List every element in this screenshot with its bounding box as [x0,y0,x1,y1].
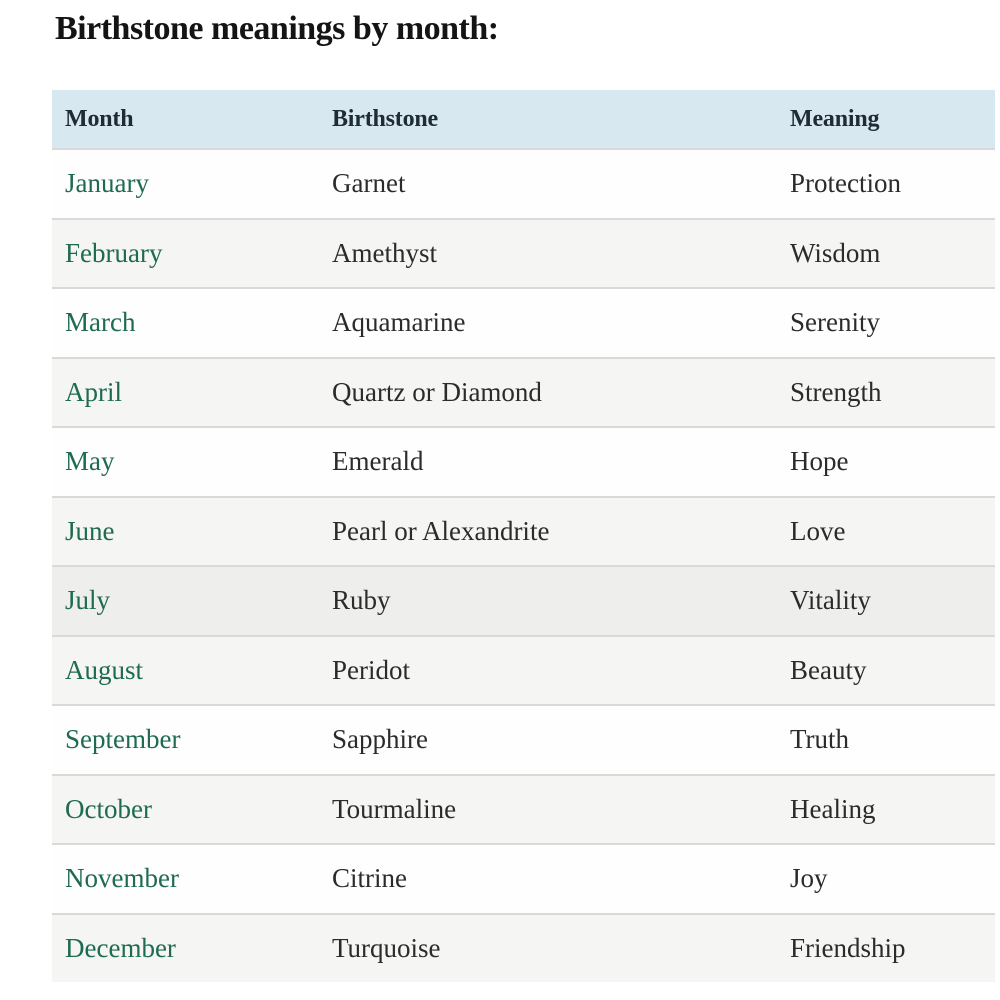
table-row-february: February Amethyst Wisdom [52,217,995,287]
month-cell: September [65,724,181,755]
meaning-cell: Healing [790,793,876,824]
meaning-cell: Truth [790,724,850,755]
column-header-meaning: Meaning [790,105,880,132]
birthstone-cell: Emerald [332,446,424,477]
table-row-march: March Aquamarine Serenity [52,287,995,357]
meaning-cell: Vitality [790,585,871,616]
birthstone-cell: Tourmaline [332,793,457,824]
meaning-cell: Love [790,515,846,546]
table-row-september: September Sapphire Truth [52,704,995,774]
article-section: Birthstone meanings by month: Month Birt… [0,8,1000,1000]
table-row-january: January Garnet Protection [52,148,995,218]
table-row-june: June Pearl or Alexandrite Love [52,495,995,565]
meaning-cell: Strength [790,376,882,407]
birthstone-cell: Aquamarine [332,307,466,338]
birthstone-cell: Peridot [332,654,410,685]
month-cell: July [65,585,111,616]
month-cell: November [65,863,179,894]
meaning-cell: Beauty [790,654,867,685]
page-title: Birthstone meanings by month: [55,10,499,47]
meaning-cell: Serenity [790,307,880,338]
month-cell: October [65,793,152,824]
birthstone-cell: Ruby [332,585,391,616]
birthstone-cell: Quartz or Diamond [332,376,542,407]
meaning-cell: Protection [790,168,901,199]
month-cell: June [65,515,115,546]
meaning-cell: Hope [790,446,849,477]
column-header-birthstone: Birthstone [332,105,439,132]
table-row-april: April Quartz or Diamond Strength [52,356,995,426]
birthstone-cell: Garnet [332,168,406,199]
month-cell: January [65,168,149,199]
birthstone-table: Month Birthstone Meaning January Garnet … [52,90,995,982]
month-cell: March [65,307,136,338]
table-header-row: Month Birthstone Meaning [52,90,995,148]
month-cell: February [65,237,163,268]
meaning-cell: Friendship [790,932,906,963]
table-row-october: October Tourmaline Healing [52,773,995,843]
meaning-cell: Joy [790,863,828,894]
table-row-december: December Turquoise Friendship [52,912,995,982]
table-row-august: August Peridot Beauty [52,634,995,704]
table-row-may: May Emerald Hope [52,426,995,496]
month-cell: August [65,654,144,685]
table-row-november: November Citrine Joy [52,843,995,913]
birthstone-cell: Turquoise [332,932,441,963]
month-cell: December [65,932,176,963]
meaning-cell: Wisdom [790,237,881,268]
table-row-july: July Ruby Vitality [52,565,995,635]
birthstone-cell: Pearl or Alexandrite [332,515,550,546]
column-header-month: Month [65,105,134,132]
birthstone-cell: Sapphire [332,724,428,755]
month-cell: April [65,376,122,407]
birthstone-cell: Citrine [332,863,407,894]
month-cell: May [65,446,115,477]
birthstone-cell: Amethyst [332,237,437,268]
